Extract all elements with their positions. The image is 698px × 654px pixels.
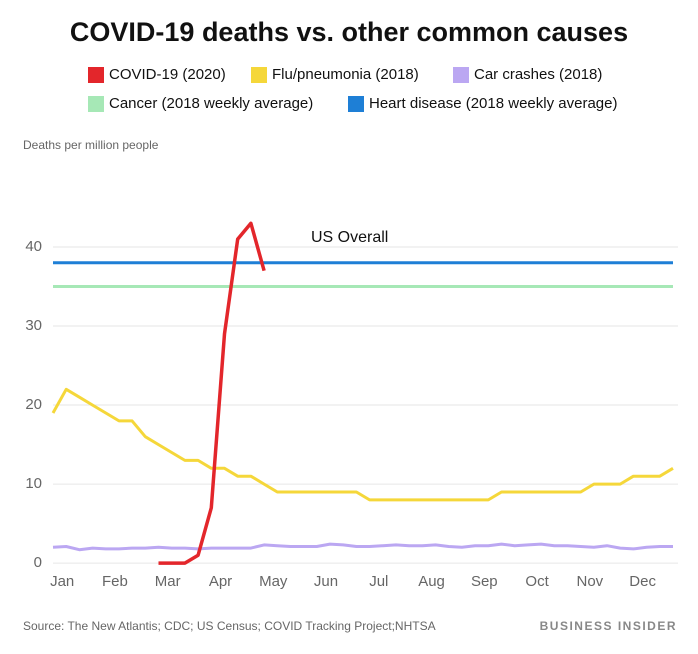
y-tick-label: 10 <box>25 475 42 492</box>
legend-label: COVID-19 (2020) <box>109 66 226 83</box>
legend-label: Cancer (2018 weekly average) <box>109 95 313 112</box>
series-line <box>52 542 673 552</box>
annotation: US Overall <box>311 229 388 246</box>
legend-swatch <box>88 67 104 83</box>
legend-label: Car crashes (2018) <box>474 66 602 83</box>
y-tick-label: 30 <box>25 317 42 334</box>
x-tick-label: Oct <box>525 573 549 590</box>
legend-label: Heart disease (2018 weekly average) <box>369 95 617 112</box>
legend-swatch <box>453 67 469 83</box>
legend-label: Flu/pneumonia (2018) <box>272 66 419 83</box>
brand: BUSINESS INSIDER <box>540 619 677 633</box>
legend-swatch <box>88 96 104 112</box>
x-tick-label: Nov <box>577 573 604 590</box>
x-tick-label: Jan <box>50 573 74 590</box>
x-tick-label: Aug <box>418 573 445 590</box>
x-tick-label: May <box>259 573 288 590</box>
x-tick-label: Jun <box>314 573 338 590</box>
y-tick-label: 40 <box>25 238 42 255</box>
x-tick-label: Sep <box>471 573 498 590</box>
legend-swatch <box>251 67 267 83</box>
source: Source: The New Atlantis; CDC; US Census… <box>23 619 436 633</box>
x-tick-label: Dec <box>629 573 656 590</box>
series-line <box>51 387 674 502</box>
y-axis-label: Deaths per million people <box>23 138 159 152</box>
x-tick-label: Apr <box>209 573 232 590</box>
y-tick-label: 0 <box>34 554 42 571</box>
chart-title: COVID-19 deaths vs. other common causes <box>70 17 628 47</box>
x-tick-label: Jul <box>369 573 388 590</box>
series-line <box>158 221 266 565</box>
x-tick-label: Mar <box>155 573 181 590</box>
x-tick-label: Feb <box>102 573 128 590</box>
y-tick-label: 20 <box>25 396 42 413</box>
legend-swatch <box>348 96 364 112</box>
